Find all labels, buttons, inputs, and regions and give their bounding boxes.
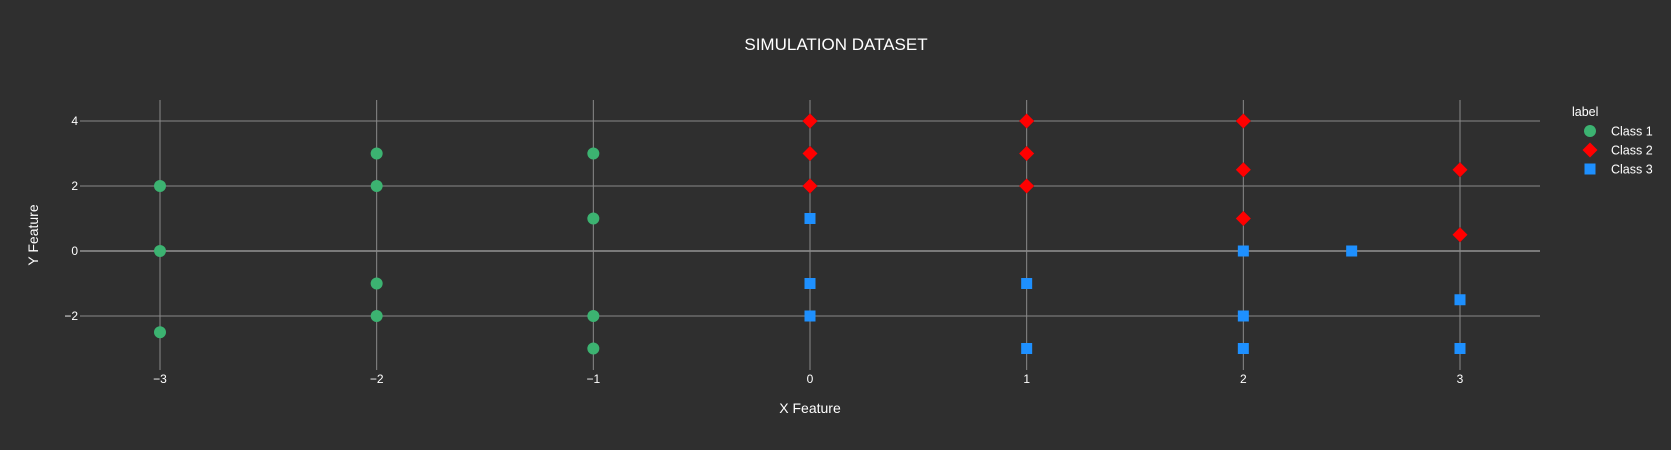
data-point — [370, 310, 383, 322]
x-tick-label: −3 — [153, 372, 167, 386]
x-tick-label: 2 — [1240, 372, 1247, 386]
x-tick-label: 1 — [1023, 372, 1030, 386]
data-point — [1452, 227, 1468, 243]
data-point — [804, 278, 816, 289]
legend: label Class 1 Class 2 Class 3 — [1572, 105, 1653, 177]
x-tick-label: −1 — [586, 372, 600, 386]
chart-title: SIMULATION DATASET — [744, 35, 927, 54]
legend-title: label — [1572, 105, 1598, 119]
data-point — [587, 147, 600, 160]
legend-label: Class 2 — [1611, 144, 1653, 158]
x-axis-ticks: −3 −2 −1 0 1 2 3 — [153, 372, 1464, 386]
legend-item[interactable]: Class 3 — [1584, 163, 1653, 177]
y-tick-label: 2 — [71, 179, 78, 193]
data-point — [804, 213, 816, 224]
data-point — [1019, 178, 1035, 194]
series-1 — [154, 147, 600, 355]
y-axis-ticks: −2 0 2 4 — [64, 114, 78, 323]
legend-marker — [1582, 142, 1598, 158]
data-point — [370, 147, 383, 160]
x-tick-label: 0 — [807, 372, 814, 386]
data-point — [587, 310, 600, 322]
legend-item[interactable]: Class 2 — [1582, 142, 1653, 158]
data-point — [1454, 294, 1466, 306]
data-point — [1346, 245, 1358, 257]
x-axis-title: X Feature — [779, 400, 841, 416]
data-point — [1235, 162, 1251, 178]
grid — [80, 100, 1540, 370]
legend-label: Class 3 — [1611, 163, 1653, 177]
y-tick-label: 0 — [71, 244, 78, 258]
y-tick-label: 4 — [71, 114, 78, 128]
data-point — [1237, 343, 1249, 354]
legend-marker — [1584, 125, 1596, 137]
data-point — [1019, 113, 1035, 129]
data-point — [1019, 146, 1035, 161]
data-point — [154, 245, 166, 257]
data-points — [154, 113, 1468, 355]
data-point — [1452, 162, 1468, 178]
data-point — [1235, 113, 1251, 129]
data-point — [1237, 245, 1249, 257]
data-point — [802, 178, 818, 194]
x-tick-label: 3 — [1457, 372, 1464, 386]
data-point — [587, 342, 600, 355]
data-point — [802, 146, 818, 161]
legend-label: Class 1 — [1611, 125, 1653, 139]
data-point — [1454, 343, 1466, 354]
data-point — [154, 326, 166, 339]
data-point — [154, 180, 166, 192]
data-point — [587, 212, 600, 225]
data-point — [804, 310, 816, 322]
x-tick-label: −2 — [370, 372, 384, 386]
legend-marker — [1584, 163, 1596, 175]
data-point — [1235, 211, 1251, 226]
data-point — [1021, 278, 1033, 289]
y-axis-title: Y Feature — [25, 204, 41, 265]
series-3 — [804, 213, 1466, 354]
data-point — [1237, 310, 1249, 322]
data-point — [802, 113, 818, 129]
legend-item[interactable]: Class 1 — [1584, 125, 1653, 139]
series-2 — [802, 113, 1468, 243]
data-point — [1021, 343, 1033, 354]
data-point — [370, 180, 383, 192]
y-tick-label: −2 — [64, 309, 78, 323]
data-point — [370, 277, 383, 290]
